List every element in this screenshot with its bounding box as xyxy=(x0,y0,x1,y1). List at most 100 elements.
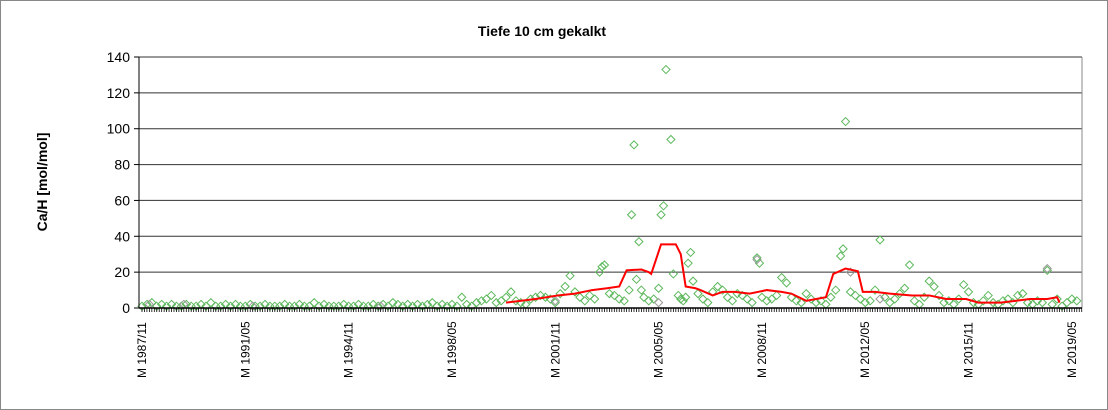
data-point xyxy=(597,262,607,272)
data-point xyxy=(644,296,654,306)
x-tick-label: M 1994/11 xyxy=(342,322,356,378)
data-point xyxy=(658,201,669,211)
data-point xyxy=(585,290,595,301)
data-point xyxy=(506,287,516,297)
moving-average-path xyxy=(505,243,1061,304)
data-point xyxy=(629,140,639,150)
data-point xyxy=(631,274,642,285)
data-point xyxy=(998,296,1008,306)
data-point xyxy=(929,281,939,292)
data-point xyxy=(648,294,659,304)
data-point xyxy=(963,287,974,297)
data-point xyxy=(661,64,671,75)
data-point xyxy=(860,297,870,308)
data-point xyxy=(471,297,482,308)
data-point xyxy=(636,285,647,295)
data-point xyxy=(954,294,964,304)
y-axis-label: Ca/H [mol/mol] xyxy=(34,133,50,232)
data-point xyxy=(653,283,664,293)
data-point xyxy=(540,292,551,302)
data-point xyxy=(801,288,811,299)
data-point xyxy=(712,281,723,292)
data-point xyxy=(781,278,792,288)
data-point xyxy=(958,279,969,290)
data-point xyxy=(688,276,698,286)
data-point xyxy=(880,292,890,302)
data-point xyxy=(491,297,501,308)
data-point xyxy=(811,297,821,308)
data-point xyxy=(1037,297,1048,308)
x-tick-labels: M 1987/11 M 1991/05 M 1994/11 M 1998/05 M 20… xyxy=(135,321,1079,378)
data-point xyxy=(838,244,848,254)
data-point xyxy=(796,297,806,308)
data-point xyxy=(727,296,738,306)
data-point xyxy=(983,290,993,301)
data-point xyxy=(656,210,666,220)
x-tick-label: M 2001/11 xyxy=(548,322,562,378)
data-point xyxy=(609,290,620,301)
data-point xyxy=(909,296,920,306)
data-point xyxy=(762,296,772,306)
data-point xyxy=(698,294,708,304)
data-point xyxy=(703,297,713,308)
data-point xyxy=(1013,290,1023,301)
data-point xyxy=(486,290,497,301)
data-point xyxy=(747,297,757,308)
data-point xyxy=(904,260,915,270)
data-point xyxy=(924,276,934,286)
data-point xyxy=(624,285,634,295)
data-point xyxy=(560,281,570,292)
data-point xyxy=(525,294,536,304)
data-point xyxy=(771,290,782,301)
data-point xyxy=(919,292,929,302)
data-point xyxy=(388,297,398,308)
data-point xyxy=(754,258,765,268)
data-point xyxy=(1072,296,1082,306)
data-point xyxy=(206,297,216,308)
y-tick-label: 0 xyxy=(122,300,130,316)
data-point xyxy=(1062,297,1072,308)
data-point xyxy=(476,296,487,306)
data-point xyxy=(604,288,615,299)
data-point xyxy=(845,287,856,297)
x-tick-label: M 2005/05 xyxy=(652,321,666,378)
data-point xyxy=(742,294,752,304)
data-point xyxy=(870,285,880,295)
data-point xyxy=(565,271,575,281)
data-point xyxy=(619,296,629,306)
data-point xyxy=(865,296,875,306)
data-point xyxy=(875,235,885,245)
data-point xyxy=(614,294,624,304)
data-point xyxy=(653,297,664,308)
data-point xyxy=(501,292,511,302)
y-tick-label: 140 xyxy=(107,49,131,65)
data-point xyxy=(673,290,683,301)
data-point xyxy=(680,292,691,302)
data-point xyxy=(427,297,437,308)
data-point xyxy=(570,287,580,297)
data-point xyxy=(899,283,910,293)
gridlines xyxy=(139,56,1082,273)
data-point xyxy=(550,296,560,306)
data-point xyxy=(840,116,851,127)
data-point xyxy=(550,297,560,308)
data-point xyxy=(685,247,696,258)
data-point xyxy=(580,296,590,306)
data-point xyxy=(939,297,949,308)
data-point xyxy=(535,290,546,301)
data-point xyxy=(890,294,900,304)
data-point xyxy=(530,292,541,302)
data-point xyxy=(457,292,467,302)
data-point xyxy=(791,296,802,306)
axes xyxy=(134,56,1083,312)
data-point xyxy=(914,299,925,310)
x-tick-label: M 2008/11 xyxy=(755,322,769,378)
y-tick-labels: 0 20 40 60 80 100 120 140 xyxy=(107,49,131,316)
data-point xyxy=(693,288,703,299)
data-point xyxy=(831,285,841,295)
data-point xyxy=(599,260,610,270)
data-point xyxy=(752,254,762,265)
data-point xyxy=(776,272,787,283)
data-point xyxy=(894,288,905,299)
